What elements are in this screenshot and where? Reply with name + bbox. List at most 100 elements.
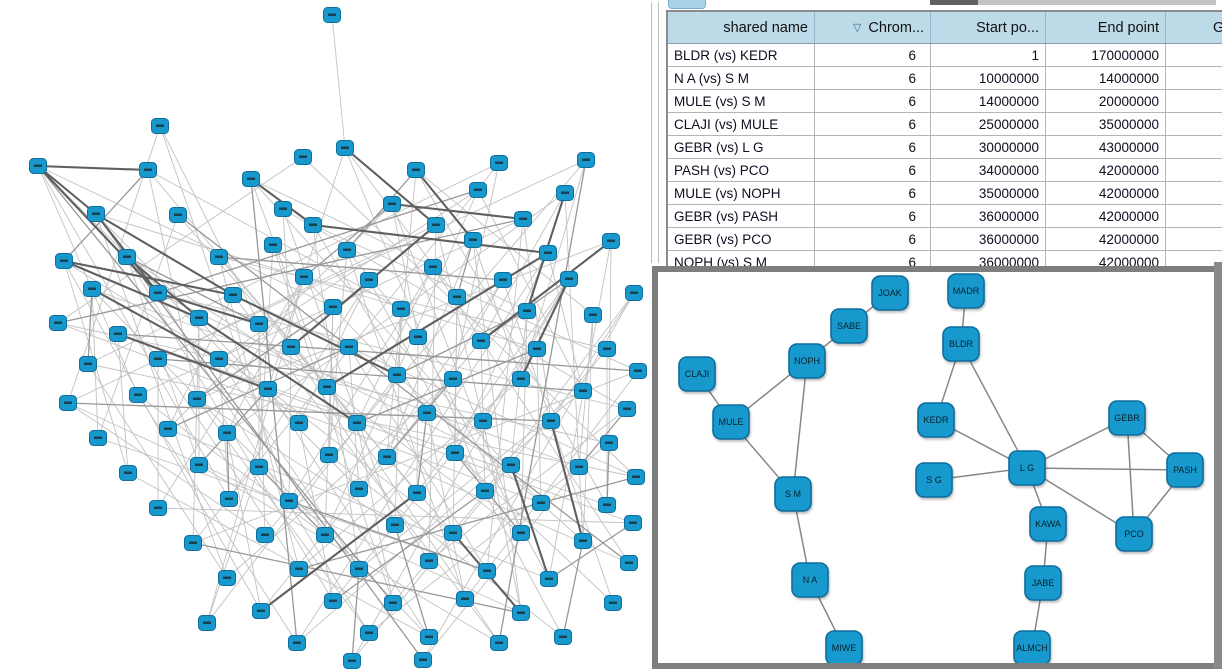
overview-network-node[interactable] — [324, 299, 342, 315]
overview-network-node[interactable] — [620, 555, 638, 571]
overview-network-node[interactable] — [55, 253, 73, 269]
overview-network-node[interactable] — [29, 158, 47, 174]
overview-network-node[interactable] — [348, 415, 366, 431]
overview-network-node[interactable] — [323, 7, 341, 23]
detail-network-node-gebr[interactable]: GEBR — [1108, 400, 1146, 436]
column-header-sharedname[interactable]: shared name — [667, 11, 815, 44]
overview-network-node[interactable] — [512, 525, 530, 541]
column-header-genetic[interactable]: Genetic... — [1165, 11, 1222, 44]
overview-network-node[interactable] — [490, 635, 508, 651]
overview-network-node[interactable] — [540, 571, 558, 587]
overview-network-node[interactable] — [512, 605, 530, 621]
overview-network-node[interactable] — [577, 152, 595, 168]
overview-network-node[interactable] — [625, 285, 643, 301]
detail-network-node-joak[interactable]: JOAK — [871, 275, 909, 311]
overview-network-node[interactable] — [464, 232, 482, 248]
overview-network-node[interactable] — [446, 445, 464, 461]
overview-network-node[interactable] — [59, 395, 77, 411]
overview-network-node[interactable] — [490, 155, 508, 171]
overview-network-node[interactable] — [456, 591, 474, 607]
table-row[interactable]: MULE (vs) NOPH6350000004200000010.5 — [667, 181, 1222, 205]
overview-network-node[interactable] — [618, 401, 636, 417]
table-row[interactable]: GEBR (vs) PCO636000000420000008.4 — [667, 227, 1222, 251]
detail-network-edge[interactable] — [960, 343, 1028, 469]
overview-network-node[interactable] — [288, 635, 306, 651]
overview-network-node[interactable] — [340, 339, 358, 355]
overview-network-node[interactable] — [512, 371, 530, 387]
overview-network-node[interactable] — [542, 413, 560, 429]
detail-network-node-madr[interactable]: MADR — [947, 273, 985, 309]
detail-network-node-pash[interactable]: PASH — [1166, 452, 1204, 488]
overview-network-node[interactable] — [600, 435, 618, 451]
table-row[interactable]: PASH (vs) PCO6340000004200000011.4 — [667, 158, 1222, 182]
overview-network-node[interactable] — [151, 118, 169, 134]
detail-network-node-sm[interactable]: S M — [774, 476, 812, 512]
overview-network-node[interactable] — [554, 629, 572, 645]
overview-network-node[interactable] — [502, 457, 520, 473]
overview-network-node[interactable] — [198, 615, 216, 631]
overview-network-node[interactable] — [584, 307, 602, 323]
overview-network-node[interactable] — [264, 237, 282, 253]
detail-network-node-sg[interactable]: S G — [915, 462, 953, 498]
overview-network-node[interactable] — [420, 629, 438, 645]
overview-network-node[interactable] — [478, 563, 496, 579]
overview-network-node[interactable] — [602, 233, 620, 249]
detail-network-node-almch[interactable]: ALMCH — [1013, 630, 1051, 666]
overview-network-node[interactable] — [598, 497, 616, 513]
overview-network-node[interactable] — [83, 281, 101, 297]
detail-network-node-na[interactable]: N A — [791, 562, 829, 598]
overview-network-node[interactable] — [629, 363, 647, 379]
overview-network-node[interactable] — [408, 485, 426, 501]
overview-network-node[interactable] — [539, 245, 557, 261]
overview-network-node[interactable] — [444, 371, 462, 387]
overview-network-node[interactable] — [318, 379, 336, 395]
overview-network-node[interactable] — [528, 341, 546, 357]
overview-network-node[interactable] — [188, 391, 206, 407]
column-header-endpoint[interactable]: End point — [1045, 11, 1166, 44]
overview-network-node[interactable] — [218, 425, 236, 441]
overview-network-node[interactable] — [420, 553, 438, 569]
overview-network-node[interactable] — [444, 525, 462, 541]
table-row[interactable]: CLAJI (vs) MULE625000000350000005.9 — [667, 112, 1222, 136]
overview-network-node[interactable] — [518, 303, 536, 319]
overview-network-node[interactable] — [304, 217, 322, 233]
overview-network-node[interactable] — [294, 149, 312, 165]
overview-network-node[interactable] — [224, 287, 242, 303]
overview-network-node[interactable] — [494, 272, 512, 288]
detail-network-node-jabe[interactable]: JABE — [1024, 565, 1062, 601]
overview-network-node[interactable] — [324, 593, 342, 609]
overview-network-node[interactable] — [184, 535, 202, 551]
overview-network-node[interactable] — [210, 249, 228, 265]
overview-network-node[interactable] — [149, 500, 167, 516]
overview-network-node[interactable] — [598, 341, 616, 357]
overview-network-node[interactable] — [469, 182, 487, 198]
table-row[interactable]: N A (vs) S M610000000140000006.6 — [667, 66, 1222, 90]
overview-network-node[interactable] — [392, 301, 410, 317]
overview-network-node[interactable] — [159, 421, 177, 437]
column-header-chrom[interactable]: ▽ Chrom... — [814, 11, 931, 44]
overview-network-node[interactable] — [250, 316, 268, 332]
overview-network-node[interactable] — [316, 527, 334, 543]
overview-network-node[interactable] — [87, 206, 105, 222]
overview-network-node[interactable] — [350, 561, 368, 577]
detail-network-node-pco[interactable]: PCO — [1115, 516, 1153, 552]
overview-network-node[interactable] — [407, 162, 425, 178]
overview-network-node[interactable] — [624, 515, 642, 531]
detail-network-node-mule[interactable]: MULE — [712, 404, 750, 440]
overview-network-node[interactable] — [424, 259, 442, 275]
overview-network-node[interactable] — [627, 469, 645, 485]
detail-network-node-kawa[interactable]: KAWA — [1029, 506, 1067, 542]
overview-network-node[interactable] — [320, 447, 338, 463]
overview-network-node[interactable] — [259, 381, 277, 397]
detail-network-edge[interactable] — [1126, 417, 1135, 535]
detail-network-node-sabe[interactable]: SABE — [830, 308, 868, 344]
overview-network-node[interactable] — [418, 405, 436, 421]
overview-network-node[interactable] — [476, 483, 494, 499]
overview-network-node[interactable] — [386, 517, 404, 533]
detail-network-node-bldr[interactable]: BLDR — [942, 326, 980, 362]
detail-network-edge[interactable] — [1026, 467, 1186, 471]
detail-network-node-miwe[interactable]: MIWE — [825, 630, 863, 666]
overview-network-node[interactable] — [190, 310, 208, 326]
scrollbar-thumb[interactable] — [668, 0, 706, 9]
overview-network-node[interactable] — [149, 351, 167, 367]
